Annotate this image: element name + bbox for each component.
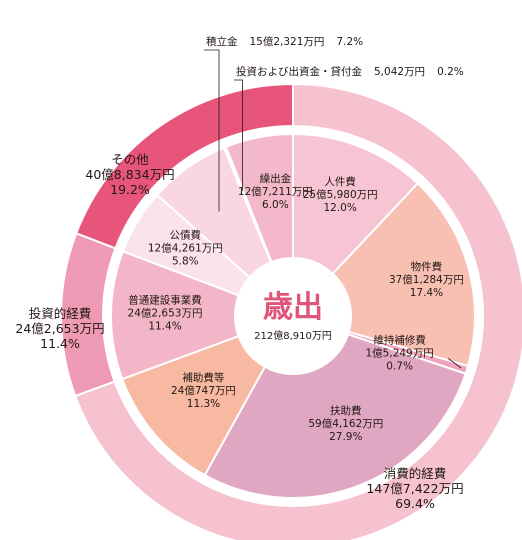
inner-ring-label-line: 公債費 [170, 229, 202, 242]
inner-ring-label-line: 5.8% [172, 256, 199, 268]
outer-ring-label: その他 40億8,834万円 19.2% [85, 152, 174, 197]
callout-label-part: 投資および出資金・貸付金 [236, 65, 362, 78]
inner-ring-label: 補助費等 24億747万円 11.3% [171, 371, 236, 410]
inner-ring-label-line: 12.0% [323, 202, 356, 214]
callout-label-part: 5,042万円 [374, 66, 425, 78]
inner-ring-label: 物件費 37億1,284万円 17.4% [389, 260, 464, 299]
outer-ring [60, 82, 522, 540]
inner-ring-label-line: 普通建設事業費 [128, 293, 202, 306]
outer-ring-label: 消費的経費 147億7,422万円 69.4% [366, 466, 463, 511]
inner-ring-label-line: 6.0% [262, 199, 289, 211]
inner-ring-label-line: 人件費 [324, 175, 356, 188]
inner-ring [110, 132, 476, 499]
inner-ring-label-line: 37億1,284万円 [389, 273, 464, 286]
inner-ring-label-line: 24億747万円 [171, 384, 236, 397]
inner-ring-label-line: 扶助費 [330, 404, 362, 417]
inner-ring-label: 繰出金 12億7,211万円 6.0% [238, 172, 313, 211]
leader-line [204, 49, 220, 212]
outer-ring-label-line: 69.4% [395, 496, 435, 511]
outer-ring-label: 投資的経費 24億2,653万円 11.4% [15, 306, 104, 351]
outer-ring-slice [74, 82, 294, 250]
inner-ring-label-line: 補助費等 [182, 371, 224, 384]
leader-line [448, 358, 462, 369]
inner-ring-label-line: 維持補修費 [373, 333, 426, 346]
callout-label-part: 7.2% [336, 36, 363, 48]
inner-ring-label-line: 1億5,249万円 [366, 346, 434, 359]
inner-ring-label: 維持補修費 1億5,249万円 0.7% [366, 333, 434, 372]
center-circle [235, 258, 351, 374]
inner-ring-label-line: 25億5,980万円 [303, 188, 378, 201]
outer-ring-label-line: 147億7,422万円 [366, 481, 463, 496]
leader-lines [204, 49, 462, 369]
outer-ring-label-line: 40億8,834万円 [85, 167, 174, 182]
inner-ring-label-line: 繰出金 [260, 172, 292, 185]
inner-ring-label: 普通建設事業費 24億2,653万円 11.4% [128, 293, 203, 332]
outer-ring-label-line: 11.4% [40, 336, 80, 351]
callout-label-part: 積立金 [206, 35, 238, 48]
outer-ring-slice [73, 82, 522, 540]
inner-ring-label-line: 11.4% [148, 320, 181, 332]
inner-ring-label-line: 12億4,261万円 [148, 242, 223, 255]
inner-ring-label: 人件費 25億5,980万円 12.0% [303, 175, 378, 214]
inner-ring-label-line: 59億4,162万円 [308, 417, 383, 430]
outer-ring-label-line: 消費的経費 [384, 466, 447, 481]
callout-label: 積立金 15億2,321万円 7.2% [206, 35, 363, 48]
callout-label: 投資および出資金・貸付金 5,042万円 0.2% [236, 65, 464, 78]
outer-ring-label-line: その他 [111, 152, 149, 167]
inner-ring-label-line: 17.4% [410, 287, 443, 299]
outer-ring-label-line: 投資的経費 [29, 306, 92, 321]
callout-label-part: 15億2,321万円 [250, 35, 325, 48]
leader-line [234, 79, 243, 191]
outer-ring-label-line: 19.2% [110, 182, 150, 197]
callout-label-part: 0.2% [437, 66, 464, 78]
inner-ring-label: 公債費 12億4,261万円 5.8% [148, 229, 223, 268]
inner-ring-label-line: 24億2,653万円 [128, 306, 203, 319]
inner-ring-label-line: 物件費 [411, 260, 443, 273]
inner-ring-label-line: 27.9% [329, 431, 362, 443]
inner-ring-label: 扶助費 59億4,162万円 27.9% [308, 404, 383, 443]
slice-labels: 消費的経費 147億7,422万円 69.4%投資的経費 24億2,653万円 11.4… [15, 35, 463, 511]
inner-ring-label-line: 12億7,211万円 [238, 185, 313, 198]
center-total: 212億8,910万円 [254, 329, 332, 342]
inner-ring-label-line: 0.7% [386, 360, 413, 372]
outer-ring-label-line: 24億2,653万円 [15, 321, 104, 336]
inner-ring-label-line: 11.3% [187, 398, 220, 410]
center-title: 歳出 [263, 290, 323, 325]
